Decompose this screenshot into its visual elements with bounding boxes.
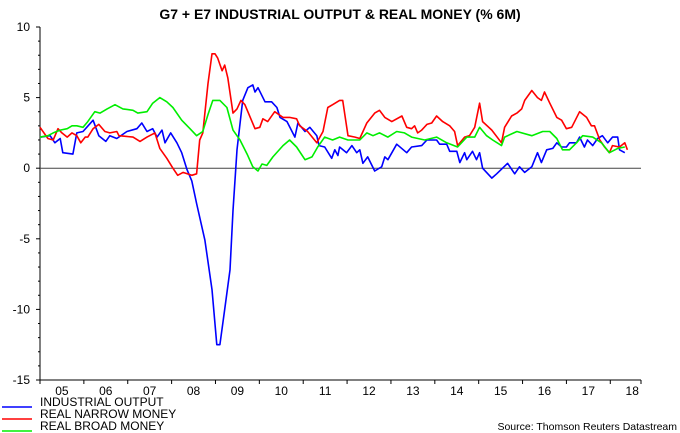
x-tick-label: 05 bbox=[55, 384, 69, 398]
y-tick-label: 10 bbox=[17, 20, 31, 34]
y-tick-label: -10 bbox=[13, 302, 31, 316]
y-tick-label: -5 bbox=[19, 232, 30, 246]
x-tick-label: 13 bbox=[406, 384, 420, 398]
x-tick-label: 06 bbox=[99, 384, 113, 398]
x-tick-label: 10 bbox=[275, 384, 289, 398]
y-tick-label: -15 bbox=[13, 373, 31, 387]
chart-title: G7 + E7 INDUSTRIAL OUTPUT & REAL MONEY (… bbox=[159, 6, 520, 22]
x-tick-label: 17 bbox=[582, 384, 596, 398]
series-line-real-narrow-money bbox=[39, 53, 629, 177]
source-note: Source: Thomson Reuters Datastream bbox=[497, 421, 677, 433]
x-tick-label: 12 bbox=[362, 384, 376, 398]
x-tick-label: 07 bbox=[143, 384, 157, 398]
x-tick-label: 15 bbox=[494, 384, 508, 398]
y-tick-label: 0 bbox=[23, 161, 30, 175]
x-tick-label: 11 bbox=[319, 384, 332, 398]
series-group bbox=[39, 53, 629, 346]
x-tick-label: 14 bbox=[450, 384, 464, 398]
legend-label: REAL BROAD MONEY bbox=[40, 419, 164, 433]
axes: 10 5 0 -5 -10 -15 05 06 07 08 09 10 11 12 13 14 15 16 17 18 bbox=[13, 20, 642, 398]
y-tick-label: 5 bbox=[23, 91, 30, 105]
x-tick-label: 18 bbox=[626, 384, 640, 398]
x-tick-label: 16 bbox=[538, 384, 552, 398]
x-tick-label: 08 bbox=[187, 384, 201, 398]
series-line-industrial-output bbox=[40, 84, 626, 346]
legend-label: INDUSTRIAL OUTPUT bbox=[40, 395, 164, 409]
x-tick-label: 09 bbox=[231, 384, 245, 398]
series-line-real-broad-money bbox=[39, 96, 625, 172]
legend-label: REAL NARROW MONEY bbox=[40, 407, 176, 421]
